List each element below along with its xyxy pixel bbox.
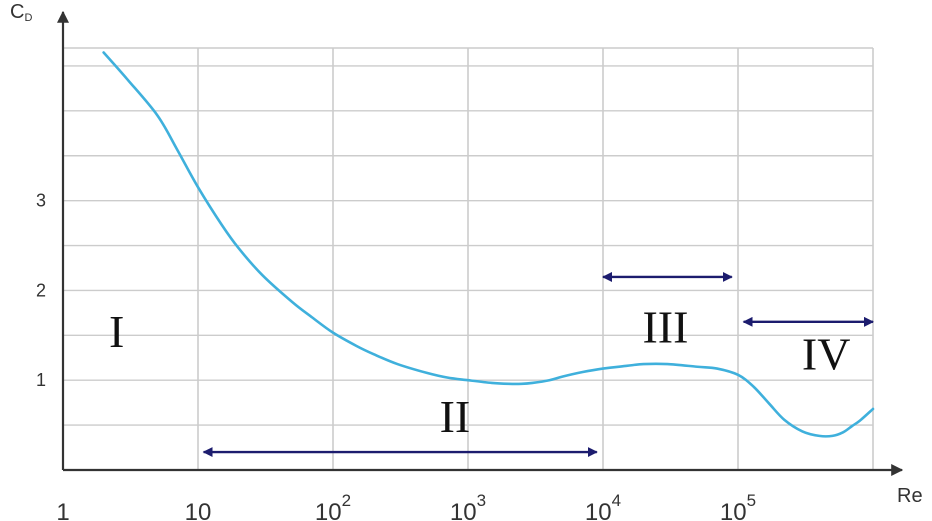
x-axis-label: Re — [897, 485, 923, 507]
drag-coefficient-curve — [102, 51, 875, 438]
y-tick-label: 1 — [36, 370, 46, 390]
region-label-iv: IV — [802, 328, 851, 379]
x-tick-label: 10 — [185, 499, 212, 521]
x-tick-label: 1 — [56, 499, 69, 521]
region-label-ii: II — [440, 391, 471, 442]
x-tick-label: 102 — [315, 491, 351, 521]
y-tick-label: 3 — [36, 191, 46, 211]
x-tick-label: 105 — [720, 491, 756, 521]
grid — [62, 47, 874, 470]
y-axis-label: CD — [10, 1, 32, 24]
axes — [57, 10, 904, 476]
y-tick-label: 2 — [36, 280, 46, 300]
x-tick-label: 103 — [450, 491, 486, 521]
region-label-i: I — [109, 306, 124, 357]
x-tick-label: 104 — [585, 491, 621, 521]
series — [102, 51, 875, 438]
region-label-iii: III — [642, 301, 688, 352]
tick-labels: 1 2 3 1 10 102 103 104 105 CD Re — [10, 1, 923, 521]
